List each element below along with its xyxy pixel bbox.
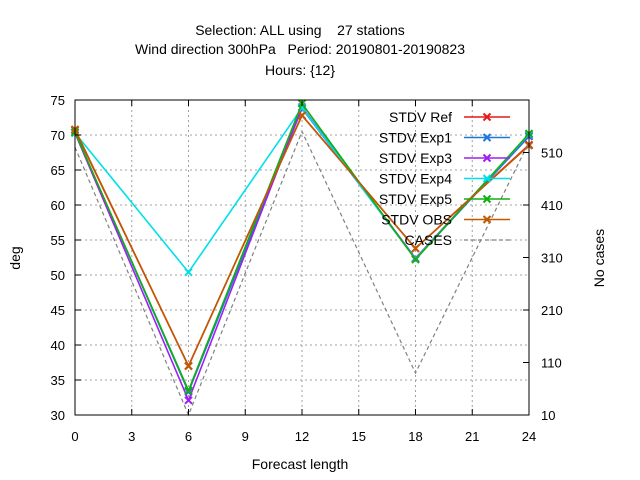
legend-label: STDV Exp4 (379, 171, 452, 187)
y-tick-label: 45 (51, 303, 65, 318)
y2-tick-label: 110 (541, 356, 562, 371)
y2-tick-label: 410 (541, 198, 563, 213)
y2-axis-label: No cases (591, 229, 607, 287)
data-point (184, 386, 193, 395)
legend-marker (482, 174, 492, 183)
series-stdv-exp4 (70, 103, 534, 277)
y-axis-label: deg (7, 246, 23, 269)
legend-entry-stdv-ref: STDV Ref (389, 109, 510, 125)
x-tick-label: 9 (242, 429, 249, 444)
x-tick-label: 12 (295, 429, 309, 444)
legend-label: CASES (405, 232, 452, 248)
series-stdv-obs (70, 111, 534, 371)
x-tick-label: 0 (71, 429, 78, 444)
grid (75, 100, 529, 415)
data-point (184, 267, 193, 277)
legend-entry-stdv-exp5: STDV Exp5 (379, 191, 510, 207)
title-line-1: Selection: ALL using 27 stations (195, 22, 405, 38)
legend-entry-stdv-obs: STDV OBS (381, 212, 510, 228)
ticks: 0 3 6 9 12 15 18 21 24 30 35 40 45 50 55 60 65 70 75 10 110 2… (51, 93, 563, 444)
x-tick-label: 15 (352, 429, 366, 444)
chart-title: Selection: ALL using 27 stations Wind di… (135, 22, 465, 78)
x-axis-label: Forecast length (252, 456, 349, 472)
legend-marker (482, 215, 492, 224)
y-tick-label: 35 (51, 373, 65, 388)
x-tick-label: 18 (408, 429, 422, 444)
legend-marker (482, 194, 492, 204)
y2-tick-label: 210 (541, 303, 563, 318)
legend-marker (482, 133, 492, 142)
legend-entry-stdv-exp1: STDV Exp1 (379, 130, 510, 146)
legend-entry-cases: CASES (405, 232, 510, 248)
title-line-2: Wind direction 300hPa Period: 20190801-2… (135, 41, 465, 57)
y-tick-label: 70 (51, 128, 65, 143)
y-tick-label: 60 (51, 198, 65, 213)
x-tick-label: 3 (128, 429, 135, 444)
y2-tick-label: 10 (541, 408, 555, 423)
x-tick-label: 24 (522, 429, 536, 444)
legend-marker (482, 153, 492, 163)
data-point (297, 111, 307, 120)
x-tick-label: 21 (465, 429, 479, 444)
series-cases (74, 129, 530, 417)
series-line-cases (74, 129, 530, 417)
data-point (184, 361, 193, 371)
data-point (184, 396, 193, 405)
plot-frame (74, 99, 530, 416)
legend-label: STDV Exp5 (379, 191, 452, 207)
y-tick-label: 75 (51, 93, 65, 108)
legend-label: STDV Exp1 (379, 130, 452, 146)
legend: STDV Ref STDV Exp1 STDV Exp3 STDV Exp4 STDV … (379, 109, 510, 248)
title-line-3: Hours: {12} (265, 62, 335, 78)
legend-label: STDV OBS (381, 212, 452, 228)
legend-entry-stdv-exp3: STDV Exp3 (379, 150, 510, 166)
x-tick-label: 6 (185, 429, 192, 444)
legend-label: STDV Ref (389, 109, 452, 125)
y-tick-label: 40 (51, 338, 65, 353)
y2-tick-label: 310 (541, 251, 563, 266)
y-tick-label: 50 (51, 268, 65, 283)
series-layer (70, 99, 534, 417)
legend-marker (482, 112, 492, 122)
legend-label: STDV Exp3 (379, 150, 452, 166)
y-tick-label: 55 (51, 233, 65, 248)
legend-entry-stdv-exp4: STDV Exp4 (379, 171, 510, 187)
y2-tick-label: 510 (541, 146, 563, 161)
data-point (411, 255, 420, 264)
y-tick-label: 65 (51, 163, 65, 178)
y-tick-label: 30 (51, 408, 65, 423)
series-stdv-exp3 (70, 102, 534, 405)
data-point (411, 244, 420, 253)
